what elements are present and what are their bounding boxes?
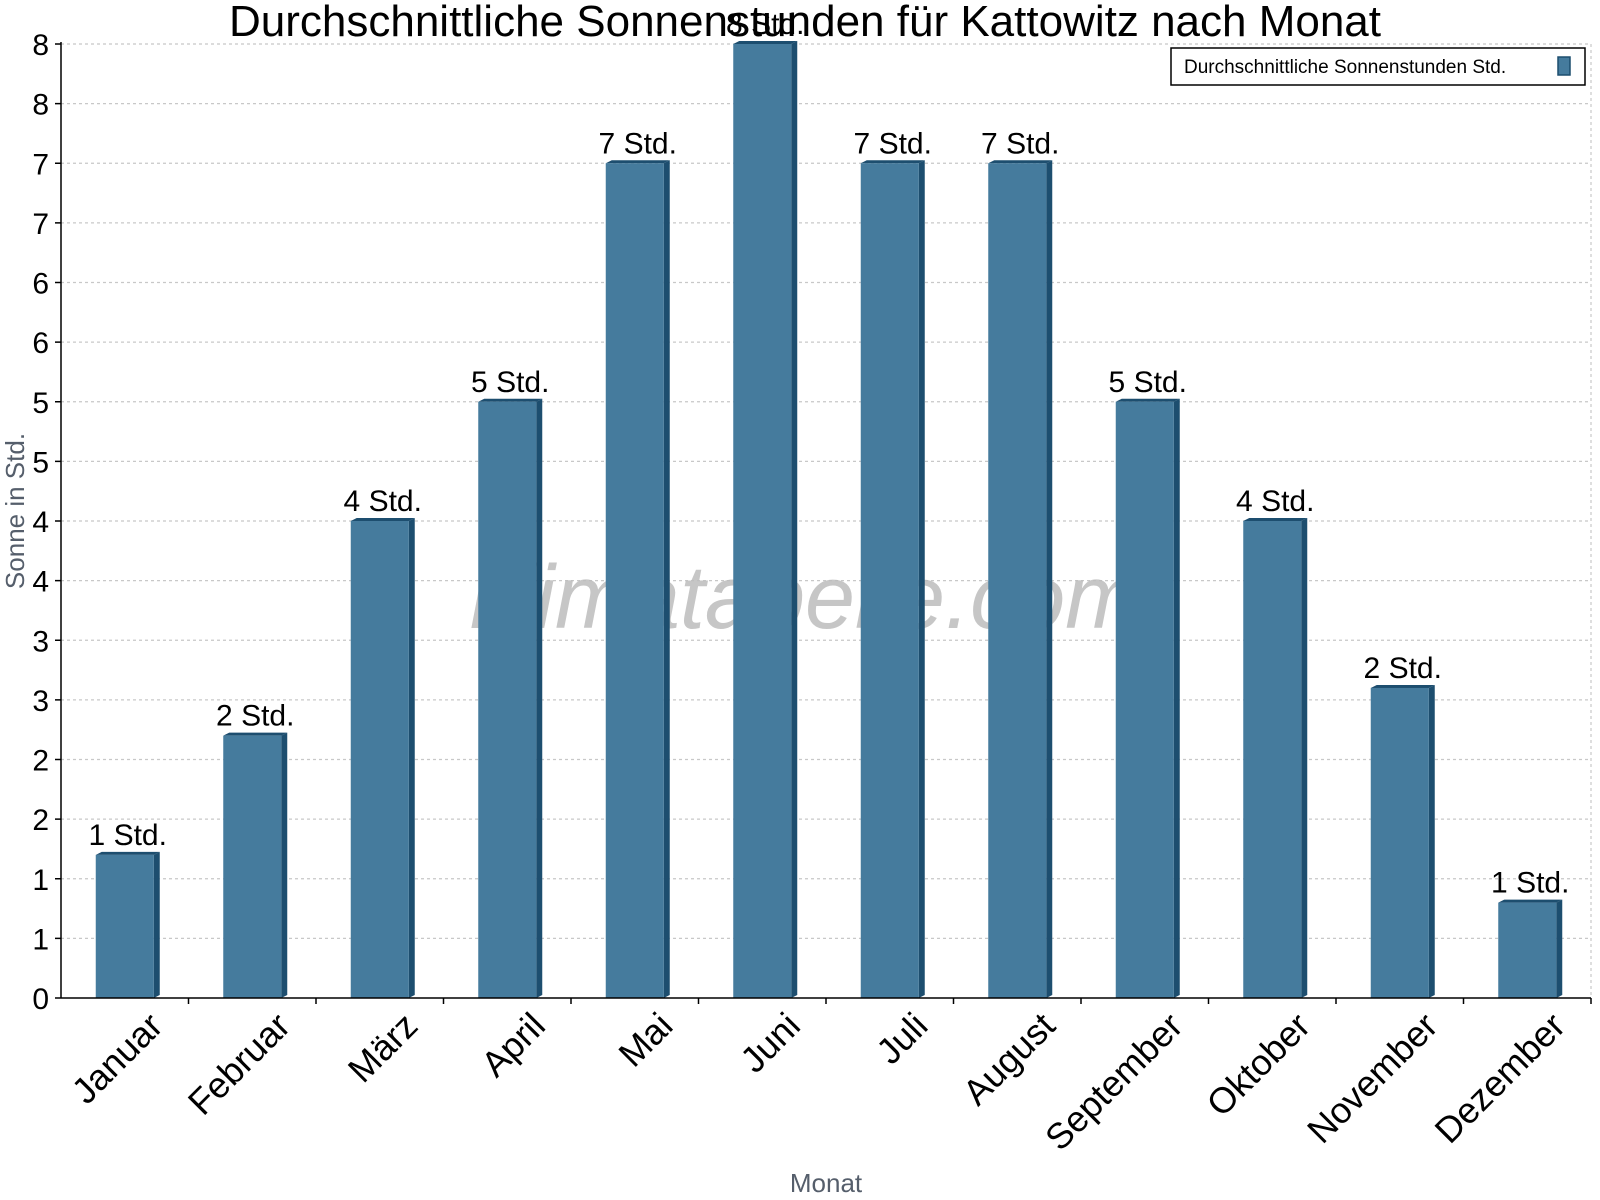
bar-side	[536, 398, 543, 998]
data-label: 5 Std.	[471, 366, 549, 399]
chart-title: Durchschnittliche Sonnenstunden für Katt…	[229, 0, 1381, 46]
bar-januar	[95, 854, 154, 998]
data-label: 2 Std.	[1364, 652, 1442, 685]
x-tick-label: April	[473, 1005, 553, 1085]
bar-april	[478, 401, 537, 998]
y-tick-label: 7	[32, 208, 49, 241]
y-tick-label: 6	[32, 327, 49, 360]
x-tick-label: Dezember	[1426, 1005, 1572, 1151]
x-tick-label: Januar	[64, 1005, 171, 1112]
bar-august	[988, 163, 1047, 998]
bar-top	[1370, 684, 1435, 688]
bar-side	[663, 160, 670, 998]
bar-top	[478, 398, 543, 402]
data-label: 1 Std.	[1491, 867, 1569, 900]
x-tick-labels: Januar Februar März April Mai Juni Juli AugustS…	[64, 1005, 1573, 1159]
bar-juni	[733, 44, 792, 998]
data-label: 5 Std.	[1109, 366, 1187, 399]
bar-side	[1428, 684, 1435, 998]
y-tick-label: 3	[32, 625, 49, 658]
y-tick-label: 2	[32, 804, 49, 837]
bar-top	[1498, 899, 1563, 903]
y-tick-label: 1	[32, 923, 49, 956]
bar-mai	[605, 163, 664, 998]
legend-box	[1170, 47, 1586, 86]
bar-side	[1173, 398, 1180, 998]
legend-label: Durchschnittliche Sonnenstunden Std.	[1184, 57, 1506, 78]
bar-side	[153, 851, 160, 998]
data-label: 4 Std.	[1236, 485, 1314, 518]
x-tick-label: Februar	[180, 1005, 298, 1123]
bar-dezember	[1498, 902, 1557, 998]
y-tick-labels: 0 1 1 2 2 3 3 4 4 5 5 6 6 7 7 8 8	[32, 29, 49, 1016]
y-tick-label: 8	[32, 29, 49, 62]
legend: Durchschnittliche Sonnenstunden Std.	[1170, 47, 1586, 86]
bar-side	[1301, 518, 1308, 998]
y-tick-label: 0	[32, 983, 49, 1016]
bar-märz	[350, 521, 409, 998]
y-tick-label: 5	[32, 446, 49, 479]
x-tick-label: November	[1299, 1005, 1445, 1151]
x-tick-label: März	[340, 1005, 426, 1091]
bar-top	[733, 41, 798, 44]
y-tick-label: 4	[32, 566, 49, 599]
bar-side	[918, 160, 925, 998]
bar-side	[1556, 899, 1563, 998]
y-axis-label: Sonne in Std.	[0, 433, 30, 589]
data-label: 4 Std.	[344, 485, 422, 518]
bar-september	[1115, 401, 1174, 998]
bar-top	[223, 732, 288, 736]
bar-top	[1243, 518, 1308, 521]
data-label: 2 Std.	[216, 700, 294, 733]
y-tick-label: 2	[32, 745, 49, 778]
x-tick-label: Oktober	[1198, 1005, 1318, 1125]
bar-side	[281, 732, 288, 998]
axes	[55, 42, 1592, 1004]
bars	[95, 41, 1563, 998]
y-tick-label: 4	[32, 506, 49, 539]
y-tick-label: 8	[32, 89, 49, 122]
bar-februar	[223, 735, 282, 998]
bar-top	[95, 851, 160, 855]
bar-november	[1370, 687, 1429, 998]
bar-juli	[860, 163, 919, 998]
x-tick-label: Juli	[868, 1005, 935, 1072]
bar-top	[860, 160, 925, 164]
x-tick-label: Juni	[732, 1005, 808, 1081]
legend-swatch	[1557, 56, 1571, 76]
data-label: 7 Std.	[599, 127, 677, 160]
y-tick-label: 7	[32, 148, 49, 181]
y-tick-label: 3	[32, 685, 49, 718]
x-tick-label: Mai	[610, 1005, 680, 1075]
bar-side	[1046, 160, 1053, 998]
data-label: 7 Std.	[981, 127, 1059, 160]
bar-top	[988, 160, 1053, 164]
bar-top	[350, 518, 415, 521]
y-tick-label: 1	[32, 864, 49, 897]
x-tick-label: September	[1037, 1005, 1191, 1159]
bar-top	[605, 160, 670, 164]
bar-oktober	[1243, 521, 1302, 998]
bar-side	[408, 518, 415, 998]
data-label: 1 Std.	[89, 819, 167, 852]
x-tick-label: August	[955, 1005, 1063, 1113]
bar-side	[791, 41, 798, 998]
data-labels: 1 Std. 2 Std. 4 Std. 5 Std. 7 Std. 8 Std. 7 St…	[89, 8, 1570, 900]
grid-lines	[61, 43, 1592, 998]
data-label: 8 Std.	[726, 8, 804, 41]
y-tick-label: 6	[32, 268, 49, 301]
y-tick-label: 5	[32, 387, 49, 420]
bar-top	[1115, 398, 1180, 402]
data-label: 7 Std.	[854, 127, 932, 160]
x-axis-label: Monat	[790, 1168, 863, 1198]
